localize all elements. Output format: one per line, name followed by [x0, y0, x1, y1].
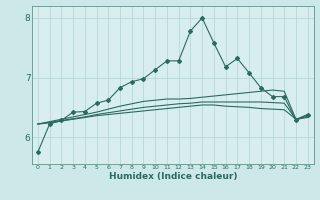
X-axis label: Humidex (Indice chaleur): Humidex (Indice chaleur) [108, 172, 237, 181]
